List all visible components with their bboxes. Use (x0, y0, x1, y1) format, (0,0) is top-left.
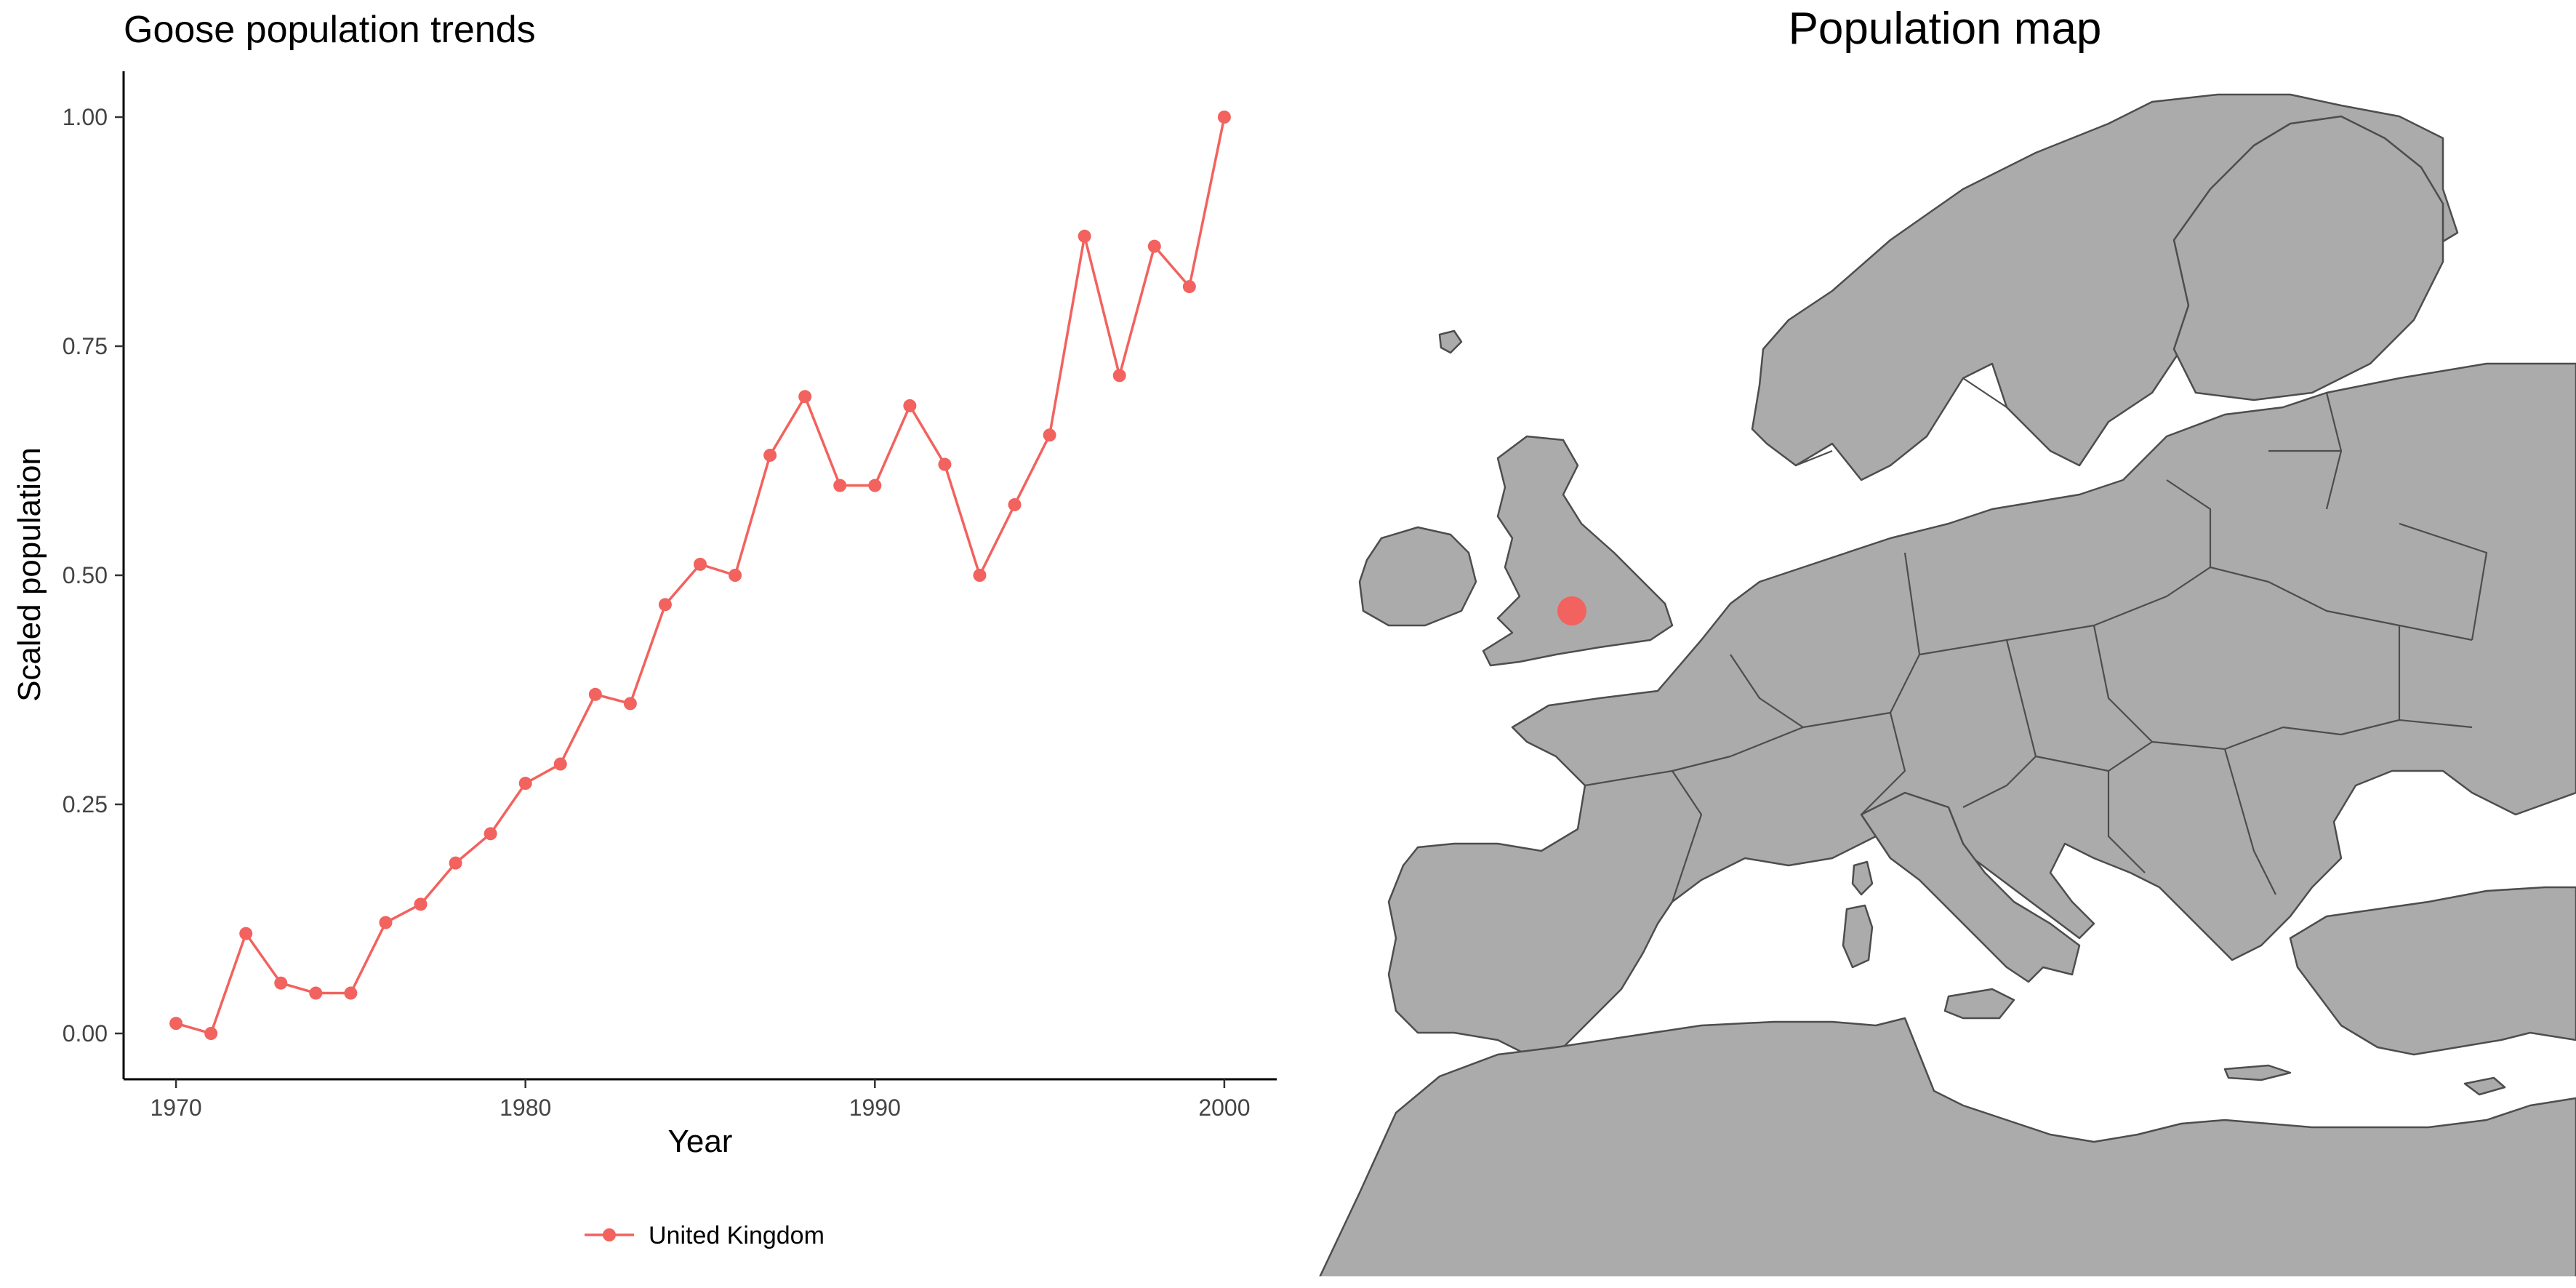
series-layer (169, 111, 1231, 1040)
data-point (169, 1017, 183, 1031)
y-tick-label: 0.50 (63, 562, 108, 588)
y-tick-label: 0.00 (63, 1020, 108, 1047)
data-point (309, 986, 323, 1000)
data-point (553, 757, 567, 771)
data-point (239, 927, 253, 940)
data-point (1043, 428, 1056, 442)
data-point (449, 856, 462, 870)
y-tick-label: 0.25 (63, 791, 108, 817)
data-point (1147, 239, 1161, 253)
mainland-europe (1387, 362, 2576, 1056)
x-axis-ticks: 1970 1980 1990 2000 (150, 1079, 1251, 1121)
data-point (658, 598, 672, 612)
data-point (1078, 229, 1091, 243)
data-point (588, 687, 602, 701)
y-tick-label: 0.75 (63, 333, 108, 359)
chart-title: Goose population trends (124, 9, 536, 51)
data-point (344, 986, 358, 1000)
data-point (833, 479, 847, 492)
turkey-landmass (2289, 886, 2576, 1056)
x-tick-label: 1990 (849, 1095, 901, 1121)
legend: United Kingdom (585, 1222, 824, 1249)
x-axis-title: Year (668, 1124, 733, 1159)
map-panel: Population map (1319, 4, 2576, 1276)
y-tick-label: 1.00 (63, 104, 108, 130)
x-tick-label: 1970 (150, 1095, 201, 1121)
y-axis-title: Scaled population (12, 447, 47, 702)
data-point (518, 777, 532, 791)
data-point (483, 827, 497, 841)
data-point (623, 697, 637, 711)
data-point (1217, 111, 1231, 124)
country-borders (1584, 348, 2488, 903)
data-point (1008, 497, 1022, 511)
data-point (204, 1027, 218, 1040)
italy-landmass (1860, 791, 2081, 983)
data-point (729, 569, 742, 582)
ireland-landmass (1358, 526, 1477, 627)
data-point (414, 897, 428, 911)
north-africa-landmass (1319, 1017, 2576, 1276)
data-point (868, 479, 882, 492)
data-point (763, 448, 777, 462)
data-point (973, 569, 987, 582)
data-point (903, 399, 917, 412)
data-point (274, 976, 288, 990)
data-point (379, 916, 393, 929)
cyprus-island (2463, 1076, 2506, 1096)
sicily-island (1943, 988, 2015, 1020)
data-point (1182, 280, 1196, 294)
corsica-island (1851, 860, 1874, 896)
data-point (938, 457, 952, 471)
uk-population-marker (1557, 596, 1586, 625)
crete-island (2223, 1064, 2292, 1081)
data-point (798, 390, 812, 404)
x-tick-label: 1980 (499, 1095, 551, 1121)
line-chart-panel: Goose population trends 0.00 0.25 0.50 0.75… (12, 9, 1277, 1249)
data-point (694, 557, 707, 571)
map-title: Population map (1789, 4, 2102, 54)
legend-label: United Kingdom (649, 1222, 824, 1249)
europe-map (1319, 93, 2576, 1276)
sardinia-island (1842, 904, 1874, 969)
y-axis-ticks: 0.00 0.25 0.50 0.75 1.00 (63, 104, 124, 1047)
great-britain-landmass (1482, 435, 1674, 667)
x-tick-label: 2000 (1198, 1095, 1250, 1121)
data-point (1112, 369, 1126, 383)
faroe-islands (1438, 329, 1463, 354)
series-line (175, 116, 1226, 1035)
legend-point-key (603, 1228, 616, 1241)
